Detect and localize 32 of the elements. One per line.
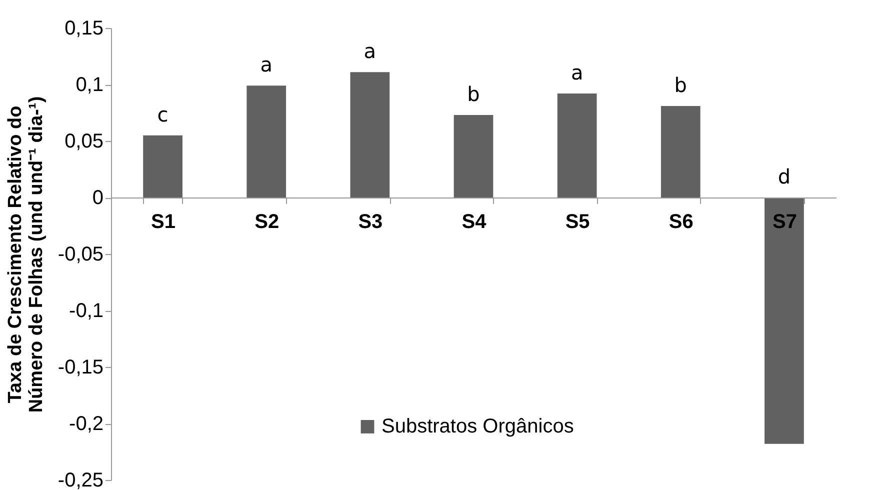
bar — [350, 72, 390, 198]
x-tick-label: S6 — [668, 211, 694, 233]
legend-label: Substratos Orgânicos — [382, 416, 574, 438]
annotation: b — [674, 72, 687, 97]
bar — [764, 198, 804, 444]
annotation: a — [570, 60, 584, 85]
bar — [143, 135, 182, 198]
y-tick-label: 0,1 — [76, 74, 104, 96]
bar — [454, 115, 494, 198]
y-axis-title: Taxa de Crescimento Relativo do Número de Folhas (und und⁻¹ dia-¹) — [4, 96, 47, 413]
x-tick-label: S1 — [151, 211, 176, 233]
y-tick-label: -0,15 — [58, 356, 104, 378]
x-tick-label: S5 — [565, 211, 590, 233]
bar — [246, 86, 286, 198]
y-tick-label: 0,05 — [64, 130, 104, 152]
y-tick-label: -0,25 — [58, 470, 104, 490]
y-tick-label: 0 — [92, 187, 104, 209]
bar — [660, 106, 700, 198]
y-tick-label: -0,1 — [69, 300, 104, 322]
x-tick-label: S4 — [462, 211, 488, 233]
annotation: b — [467, 82, 480, 106]
bar — [557, 94, 597, 198]
y-tick-label: 0,15 — [64, 18, 104, 40]
x-tick-label: S3 — [358, 211, 383, 233]
y-tick-label: -0,2 — [69, 413, 104, 435]
x-tick-label: S7 — [772, 211, 797, 233]
y-tick-label: -0,05 — [58, 244, 104, 266]
annotation: c — [157, 102, 168, 126]
x-tick-label: S2 — [254, 211, 280, 233]
annotation: a — [364, 39, 376, 64]
annotation: d — [778, 164, 791, 188]
annotation: a — [260, 52, 272, 77]
